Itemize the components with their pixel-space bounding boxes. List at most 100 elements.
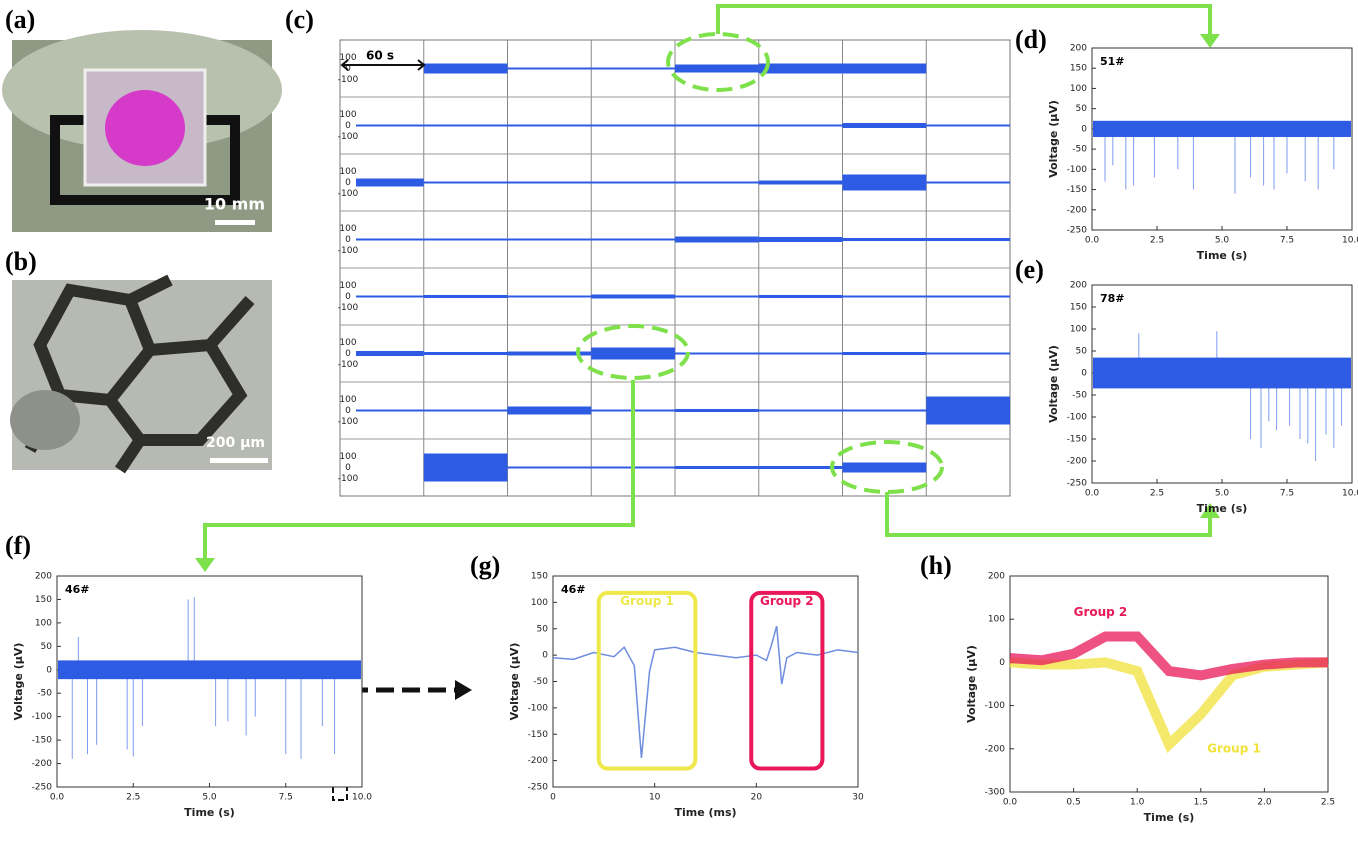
x-tick-label: 0.0: [1085, 236, 1100, 246]
y-tick-label: 0: [1081, 369, 1087, 379]
y-axis-label: Voltage (μV): [965, 645, 978, 723]
x-tick-label: 2.5: [1321, 798, 1335, 808]
x-tick-label: 7.5: [1280, 489, 1294, 499]
trace: [356, 409, 424, 412]
trace: [842, 123, 927, 128]
y-tick-label: -150: [528, 730, 549, 740]
noise-band: [58, 660, 361, 680]
trace: [356, 124, 424, 127]
x-tick-label: 2.5: [1150, 489, 1164, 499]
y-tick-label: 0: [999, 658, 1005, 668]
row-tick-label: -100: [338, 75, 359, 85]
trace: [356, 351, 424, 356]
y-tick-label: 50: [41, 642, 53, 652]
trace: [758, 180, 843, 185]
trace: [758, 237, 843, 242]
trace: [507, 351, 592, 356]
x-tick-label: 0.0: [1003, 798, 1018, 808]
trace: [675, 64, 759, 73]
y-axis-label: Voltage (μV): [1047, 345, 1060, 423]
row-tick-label: 0: [345, 463, 351, 473]
row-tick-label: 100: [339, 167, 356, 177]
trace: [591, 294, 675, 299]
trace: [591, 124, 675, 127]
row-tick-label: 100: [339, 53, 356, 63]
y-tick-label: 150: [531, 572, 548, 582]
panel-label: (g): [470, 551, 500, 580]
trace: [926, 295, 1010, 298]
y-tick-label: -200: [528, 756, 549, 766]
row-tick-label: 0: [345, 235, 351, 245]
y-tick-label: -250: [1067, 226, 1088, 236]
y-tick-label: 200: [1070, 281, 1087, 291]
y-axis-label: Voltage (μV): [508, 643, 521, 721]
trace: [507, 466, 592, 469]
scale-bar-label: 10 mm: [204, 195, 265, 214]
y-tick-label: -200: [985, 744, 1006, 754]
trace: [842, 352, 927, 355]
trace: [423, 238, 508, 241]
row-tick-label: 100: [339, 224, 356, 234]
x-tick-label: 0.5: [1066, 798, 1080, 808]
trace: [423, 409, 508, 412]
x-axis-label: Time (s): [1144, 811, 1195, 824]
x-tick-label: 2.5: [126, 793, 140, 803]
plot-frame: [1009, 575, 1329, 793]
trace: [926, 181, 1010, 184]
trace: [356, 295, 424, 298]
y-tick-label: -300: [985, 788, 1006, 798]
y-tick-label: 100: [1070, 325, 1087, 335]
trace: [758, 409, 843, 412]
y-tick-label: 0: [1081, 124, 1087, 134]
trace: [675, 236, 759, 243]
trace: [675, 295, 759, 298]
plot-frame: [1091, 47, 1353, 231]
row-tick-label: 0: [345, 121, 351, 131]
trace-line: [1009, 631, 1328, 681]
y-tick-label: -250: [1067, 479, 1088, 489]
y-tick-label: 100: [1070, 84, 1087, 94]
x-tick-label: 2.5: [1150, 236, 1164, 246]
x-tick-label: 0.0: [50, 793, 65, 803]
group-box: [749, 590, 825, 771]
trace-id: 51#: [1100, 55, 1125, 68]
y-tick-label: -200: [32, 759, 53, 769]
y-tick-label: -150: [1067, 435, 1088, 445]
trace: [356, 238, 424, 241]
group-label: Group 1: [620, 594, 674, 608]
plot-frame: [552, 575, 859, 788]
trace: [423, 63, 508, 74]
connectors: [203, 4, 1212, 560]
trace: [507, 67, 592, 70]
x-tick-label: 0: [550, 793, 556, 803]
trace: [507, 124, 592, 127]
row-tick-label: 0: [345, 178, 351, 188]
group-box: [596, 590, 698, 771]
panel-label: (a): [5, 5, 35, 34]
trace: [675, 181, 759, 184]
trace: [758, 352, 843, 355]
row-tick-label: -100: [338, 360, 359, 370]
row-tick-label: -100: [338, 132, 359, 142]
x-tick-label: 10.0: [1342, 236, 1358, 246]
y-tick-label: -100: [1067, 165, 1088, 175]
y-tick-label: 50: [1076, 347, 1088, 357]
trace: [675, 352, 759, 355]
trace: [842, 295, 927, 298]
time-scale-label: 60 s: [366, 49, 394, 63]
trace: [842, 238, 927, 241]
trace: [507, 181, 592, 184]
y-tick-label: 50: [537, 624, 549, 634]
trace-line: [552, 625, 859, 759]
scale-bar-label: 200 μm: [206, 435, 265, 451]
x-axis-label: Time (s): [1197, 502, 1248, 515]
trace: [926, 238, 1010, 241]
y-tick-label: 50: [1076, 104, 1088, 114]
row-tick-label: 100: [339, 452, 356, 462]
row-tick-label: 100: [339, 338, 356, 348]
y-tick-label: -50: [1072, 145, 1087, 155]
y-tick-label: -150: [32, 736, 53, 746]
y-tick-label: -200: [1067, 205, 1088, 215]
y-tick-label: -100: [32, 712, 53, 722]
trace: [507, 238, 592, 241]
